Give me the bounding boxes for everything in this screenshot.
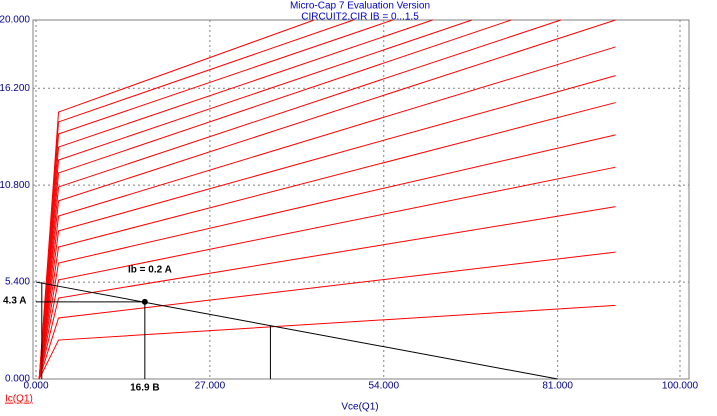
series-line <box>35 281 558 380</box>
annotation: 4.3 A <box>3 295 27 306</box>
series-line <box>38 102 616 380</box>
operating-point <box>141 298 148 305</box>
x-axis-label: Vce(Q1) <box>341 402 378 413</box>
annotation: Ib = 0.2 A <box>128 265 172 276</box>
x-tick-label: 54.000 <box>368 381 399 392</box>
x-tick-label: 0.000 <box>23 381 48 392</box>
y-tick-label: 5.400 <box>5 277 30 288</box>
series-line <box>38 304 616 380</box>
y-tick-label: 20.000 <box>0 15 30 26</box>
series-line <box>38 46 616 380</box>
series-line <box>38 206 616 380</box>
plot-frame <box>32 19 690 380</box>
series-line <box>38 134 616 380</box>
y-axis-label: Ic(Q1) <box>5 394 33 405</box>
y-tick-label: 16.200 <box>0 83 30 94</box>
series-line <box>38 75 616 380</box>
y-tick-label: 10.800 <box>0 180 30 191</box>
series-line <box>38 251 616 380</box>
y-tick-label: 0.000 <box>5 374 30 385</box>
x-tick-label: 100.000 <box>662 381 699 392</box>
chart-title: Micro-Cap 7 Evaluation Version <box>290 1 430 12</box>
x-tick-label: 81.000 <box>542 381 573 392</box>
x-tick-label: 27.000 <box>195 381 226 392</box>
series-line <box>38 166 616 380</box>
annotation: 16.9 B <box>130 383 159 394</box>
chart-subtitle: CIRCUIT2.CIR IB = 0...1.5 <box>301 12 419 23</box>
series-line <box>38 19 315 380</box>
